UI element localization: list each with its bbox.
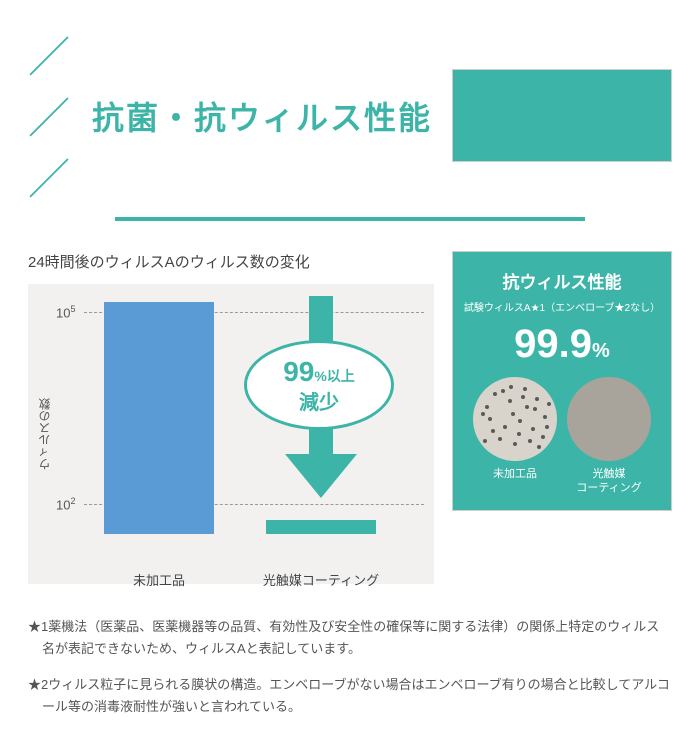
footnotes: ★1薬機法（医薬品、医薬機器等の品質、有効性及び安全性の確保等に関する法律）の関… (28, 616, 672, 718)
bar-untreated (104, 302, 214, 534)
title-deco-right: ＼＼＼ (452, 69, 672, 162)
header-row: ／／／ 抗菌・抗ウィルス性能 ＼＼＼ (28, 24, 672, 207)
y-tick-low: 102 (56, 496, 75, 512)
y-axis-label: ウィルスの数 (36, 398, 53, 470)
title-deco-left: ／／／ (28, 24, 72, 207)
y-tick-high: 105 (56, 304, 75, 320)
sample-label: 光触媒コーティング (576, 467, 641, 496)
panel-title: 抗ウィルス性能 (463, 268, 661, 293)
chart-section: 24時間後のウィルスAのウィルス数の変化 ウィルスの数 105 102 99%以… (28, 251, 434, 584)
page-title: 抗菌・抗ウィルス性能 (92, 93, 432, 139)
title-underline (115, 217, 585, 221)
footnote-1: ★1薬機法（医薬品、医薬機器等の品質、有効性及び安全性の確保等に関する法律）の関… (28, 616, 672, 660)
result-panel: 抗ウィルス性能 試験ウィルスA★1（エンベローブ★2なし） 99.9% 未加工品… (452, 251, 672, 511)
sample-coated: 光触媒コーティング (567, 377, 651, 496)
footnote-2: ★2ウィルス粒子に見られる膜状の構造。エンベローブがない場合はエンベローブ有りの… (28, 674, 672, 718)
panel-subtitle: 試験ウィルスA★1（エンベローブ★2なし） (463, 299, 661, 314)
bar-coated (266, 520, 376, 534)
panel-percent: 99.9% (463, 322, 661, 367)
chart-subtitle: 24時間後のウィルスAのウィルス数の変化 (28, 251, 434, 272)
sample-untreated: 未加工品 (473, 377, 557, 496)
chart-box: ウィルスの数 105 102 99%以上 減少 (28, 284, 434, 584)
sample-label: 未加工品 (493, 467, 537, 481)
reduction-badge: 99%以上 減少 (244, 340, 394, 430)
petri-coated (567, 377, 651, 461)
petri-untreated (473, 377, 557, 461)
plot-area: 99%以上 減少 (86, 302, 424, 534)
x-label-untreated: 未加工品 (104, 570, 214, 589)
x-label-coated: 光触媒コーティング (256, 570, 386, 589)
